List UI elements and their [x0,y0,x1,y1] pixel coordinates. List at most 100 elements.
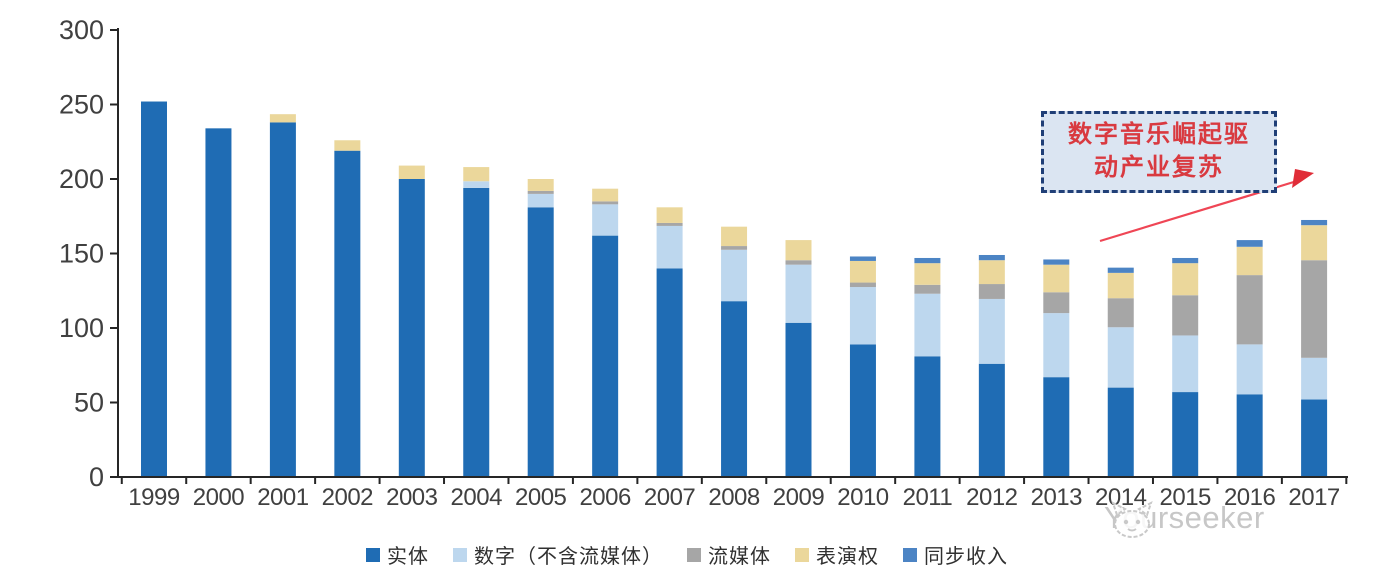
x-axis-category-label: 2017 [1288,484,1340,511]
y-axis-tick-label: 150 [59,239,104,269]
y-axis-tick-label: 250 [59,90,104,120]
bar-segment [592,188,619,202]
bar-segment [463,167,490,182]
bar-segment [527,190,554,194]
watermark: Yourseeker [1104,500,1265,538]
bar-segment [1043,264,1070,293]
x-axis-category-label: 2005 [515,484,567,511]
x-axis-category-label: 2007 [644,484,696,511]
bar-segment [269,114,296,123]
legend-item: 流媒体 [687,540,771,569]
bar-segment [1107,298,1134,328]
x-axis-category-label: 2000 [193,484,245,511]
bar-segment [1107,327,1134,388]
legend-label: 表演权 [816,546,879,568]
bar-segment [592,235,619,477]
bar-segment [849,260,876,283]
bar-segment [592,204,619,236]
x-axis-category-label: 2011 [903,484,953,511]
bar-segment [527,193,554,208]
bar-segment [978,254,1005,261]
bar-segment [914,263,941,285]
bar-segment [1301,260,1328,358]
bar-segment [721,301,748,477]
bar-segment [527,207,554,477]
bars-layer [141,101,1328,478]
legend-swatch-icon [687,547,701,562]
x-axis-category-label: 2010 [837,484,889,511]
x-axis-category-label: 2012 [966,484,1018,511]
legend-item: 同步收入 [903,540,1008,569]
bar-segment [205,128,232,477]
bar-segment [1301,399,1328,477]
legend-label: 流媒体 [708,546,771,568]
bar-segment [1301,357,1328,400]
bar-segment [1107,387,1134,477]
bar-segment [1172,392,1199,477]
bar-segment [1172,263,1199,296]
bar-segment [656,207,683,223]
bar-segment [1236,246,1263,276]
bar-segment [1236,394,1263,477]
bar-segment [269,122,296,477]
bar-segment [1043,377,1070,477]
bar-segment [398,179,425,477]
bar-segment [978,363,1005,477]
bar-segment [721,226,748,247]
x-axis-category-label: 2003 [386,484,438,511]
x-axis-category-label: 2001 [257,484,309,511]
x-axis-category-label: 2015 [1160,484,1212,511]
legend-label: 实体 [387,546,429,568]
bar-segment [656,222,683,226]
bar-segment [1043,292,1070,314]
bar-segment [849,256,876,261]
bar-segment [1107,267,1134,273]
bar-segment [978,284,1005,299]
bar-segment [1172,257,1199,264]
bar-segment [849,344,876,477]
bar-segment [1236,344,1263,395]
annotation-callout-box: 数字音乐崛起驱 动产业复苏 [1041,111,1277,193]
annotation-text-line1: 数字音乐崛起驱 [1068,122,1250,148]
bar-segment [914,257,941,264]
y-axis-tick-label: 100 [59,313,104,343]
bar-segment [785,264,812,323]
bar-segment [1301,225,1328,261]
bar-segment [463,181,490,188]
bar-segment [592,201,619,205]
watermark-cat-icon [1111,501,1153,538]
axes-layer: 0 50 100 150 200 250 300 1999 2000 2001 2002 2003 20… [59,15,1348,511]
x-axis-category-label: 2004 [451,484,503,511]
bar-segment [1236,240,1263,247]
bar-segment [914,356,941,477]
bar-segment [141,101,167,478]
bar-segment [914,284,941,294]
chart-legend: 实体 数字（不含流媒体） 流媒体 表演权 同步收入 [366,540,1008,569]
legend-swatch-icon [366,547,380,562]
bar-segment [1107,272,1134,299]
bar-segment [656,225,683,269]
x-axis-category-label: 2002 [322,484,374,511]
y-axis-tick-label: 200 [59,164,104,194]
bar-segment [785,322,812,477]
bar-segment [527,179,554,191]
y-axis-tick-label: 50 [74,388,104,418]
bar-segment [334,150,361,477]
legend-swatch-icon [453,547,467,562]
bar-segment [1172,335,1199,393]
bar-segment [463,187,490,477]
bar-segment [721,246,748,250]
bar-segment [1301,219,1328,226]
legend-item: 表演权 [795,540,879,569]
bar-segment [785,240,812,261]
annotation-text-line2: 动产业复苏 [1094,155,1224,181]
bar-segment [398,165,425,179]
legend-swatch-icon [903,547,917,562]
bar-segment [1236,275,1263,345]
legend-item: 数字（不含流媒体） [453,540,663,569]
bar-segment [656,268,683,477]
bar-segment [1043,259,1070,265]
bar-segment [978,260,1005,285]
bar-segment [785,260,812,265]
